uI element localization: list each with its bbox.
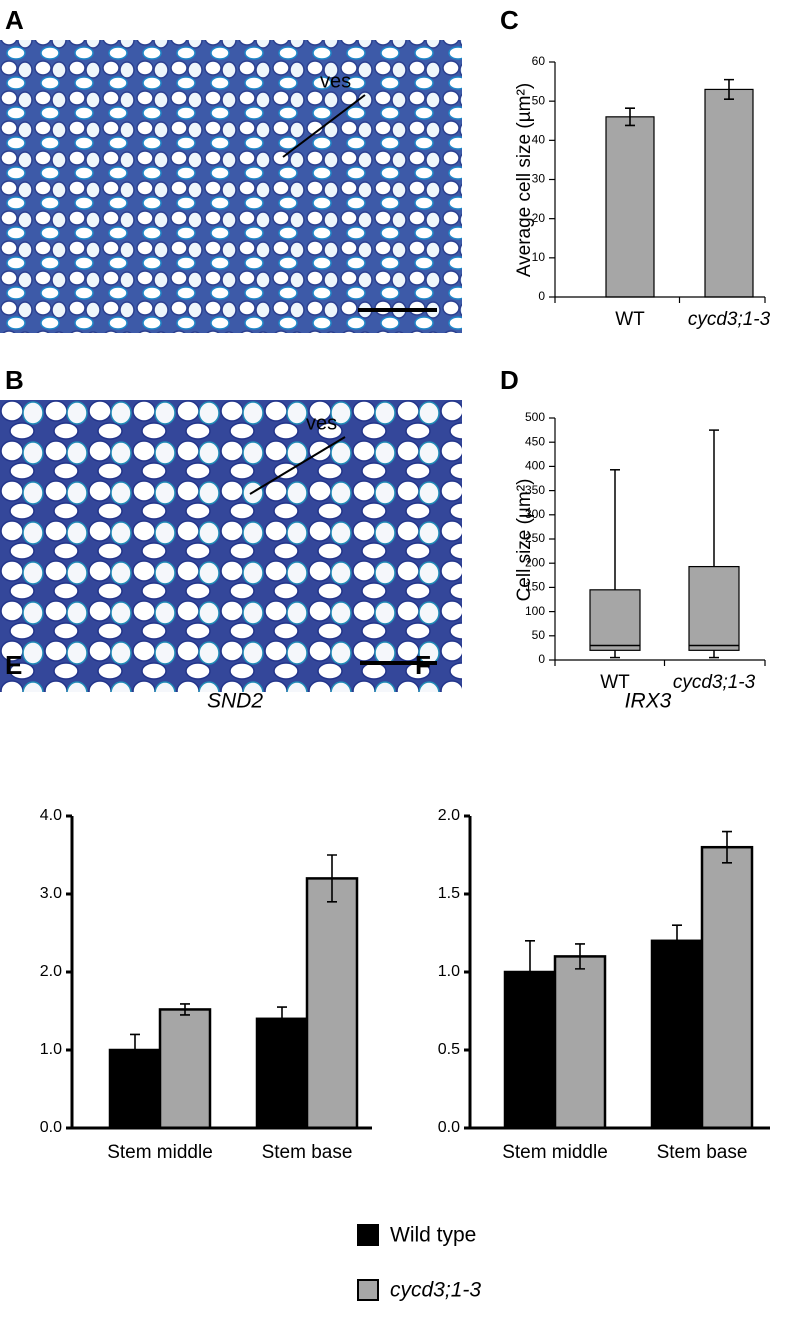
y-tick-label: 1.0	[438, 963, 460, 980]
y-tick-label: 30	[532, 172, 546, 186]
bar	[605, 116, 655, 298]
legend-swatch	[357, 1224, 379, 1246]
panel-label: E	[5, 650, 22, 680]
y-tick-label: 20	[532, 211, 546, 225]
chart-title: IRX3	[625, 690, 672, 713]
bar	[704, 88, 754, 298]
y-tick-label: 500	[525, 410, 545, 424]
y-tick-label: 50	[532, 93, 546, 107]
error-bar	[180, 1003, 190, 1016]
panel-label: F	[415, 650, 431, 680]
x-tick-label: WT	[615, 309, 645, 330]
error-bar	[672, 924, 682, 958]
micrograph	[0, 40, 462, 333]
y-tick-label: 200	[525, 555, 545, 569]
micrograph	[0, 400, 462, 692]
y-tick-label: 3.0	[40, 885, 62, 902]
chart-title: SND2	[207, 690, 263, 713]
y-tick-label: 10	[532, 250, 546, 264]
x-tick-label: Stem base	[262, 1142, 353, 1163]
error-bar	[277, 1006, 287, 1032]
y-tick-label: 300	[525, 507, 545, 521]
bar	[650, 939, 704, 1130]
y-tick-label: 250	[525, 531, 545, 545]
error-bar	[575, 943, 585, 970]
bar	[305, 877, 359, 1130]
y-tick-label: 1.5	[438, 885, 460, 902]
panel-label: A	[5, 5, 24, 35]
y-tick-label: 0	[538, 289, 545, 303]
y-tick-label: 0.0	[438, 1119, 460, 1136]
legend-swatch	[357, 1279, 379, 1301]
box	[688, 565, 740, 651]
y-tick-label: 2.0	[438, 807, 460, 824]
error-bar	[525, 940, 535, 1004]
bar	[158, 1008, 212, 1130]
annotation: ves	[320, 70, 351, 92]
y-tick-label: 4.0	[40, 807, 62, 824]
error-bar	[722, 830, 732, 864]
pointer	[249, 436, 346, 495]
x-tick-label: Stem middle	[502, 1142, 608, 1163]
bar	[255, 1017, 309, 1130]
error-bar	[327, 854, 337, 903]
y-tick-label: 100	[525, 604, 545, 618]
panel-label: D	[500, 365, 519, 395]
y-tick-label: 40	[532, 133, 546, 147]
bar	[700, 845, 754, 1130]
box	[589, 589, 641, 651]
y-tick-label: 2.0	[40, 963, 62, 980]
y-tick-label: 1.0	[40, 1041, 62, 1058]
x-tick-label: cycd3;1-3	[673, 672, 756, 693]
panel-label: B	[5, 365, 24, 395]
annotation: ves	[306, 412, 337, 434]
panel-label: C	[500, 5, 519, 35]
x-tick-label: Stem middle	[107, 1142, 213, 1163]
legend-label: Wild type	[390, 1224, 476, 1247]
y-axis-label: Cell size (µm²)	[514, 479, 535, 602]
x-tick-label: WT	[600, 672, 630, 693]
y-tick-label: 60	[532, 54, 546, 68]
x-tick-label: Stem base	[657, 1142, 748, 1163]
y-tick-label: 50	[532, 628, 546, 642]
y-tick-label: 150	[525, 580, 545, 594]
y-axis-label: Average cell size (µm²)	[514, 83, 535, 277]
bar	[553, 955, 607, 1130]
y-tick-label: 450	[525, 434, 545, 448]
error-bar	[130, 1033, 140, 1067]
error-bar	[724, 78, 734, 101]
pointer	[282, 94, 366, 158]
y-tick-label: 400	[525, 459, 545, 473]
error-bar	[625, 107, 635, 127]
y-tick-label: 0.0	[40, 1119, 62, 1136]
y-tick-label: 0	[538, 652, 545, 666]
legend-label: cycd3;1-3	[390, 1279, 481, 1302]
x-tick-label: cycd3;1-3	[688, 309, 771, 330]
y-tick-label: 350	[525, 483, 545, 497]
y-tick-label: 0.5	[438, 1041, 460, 1058]
